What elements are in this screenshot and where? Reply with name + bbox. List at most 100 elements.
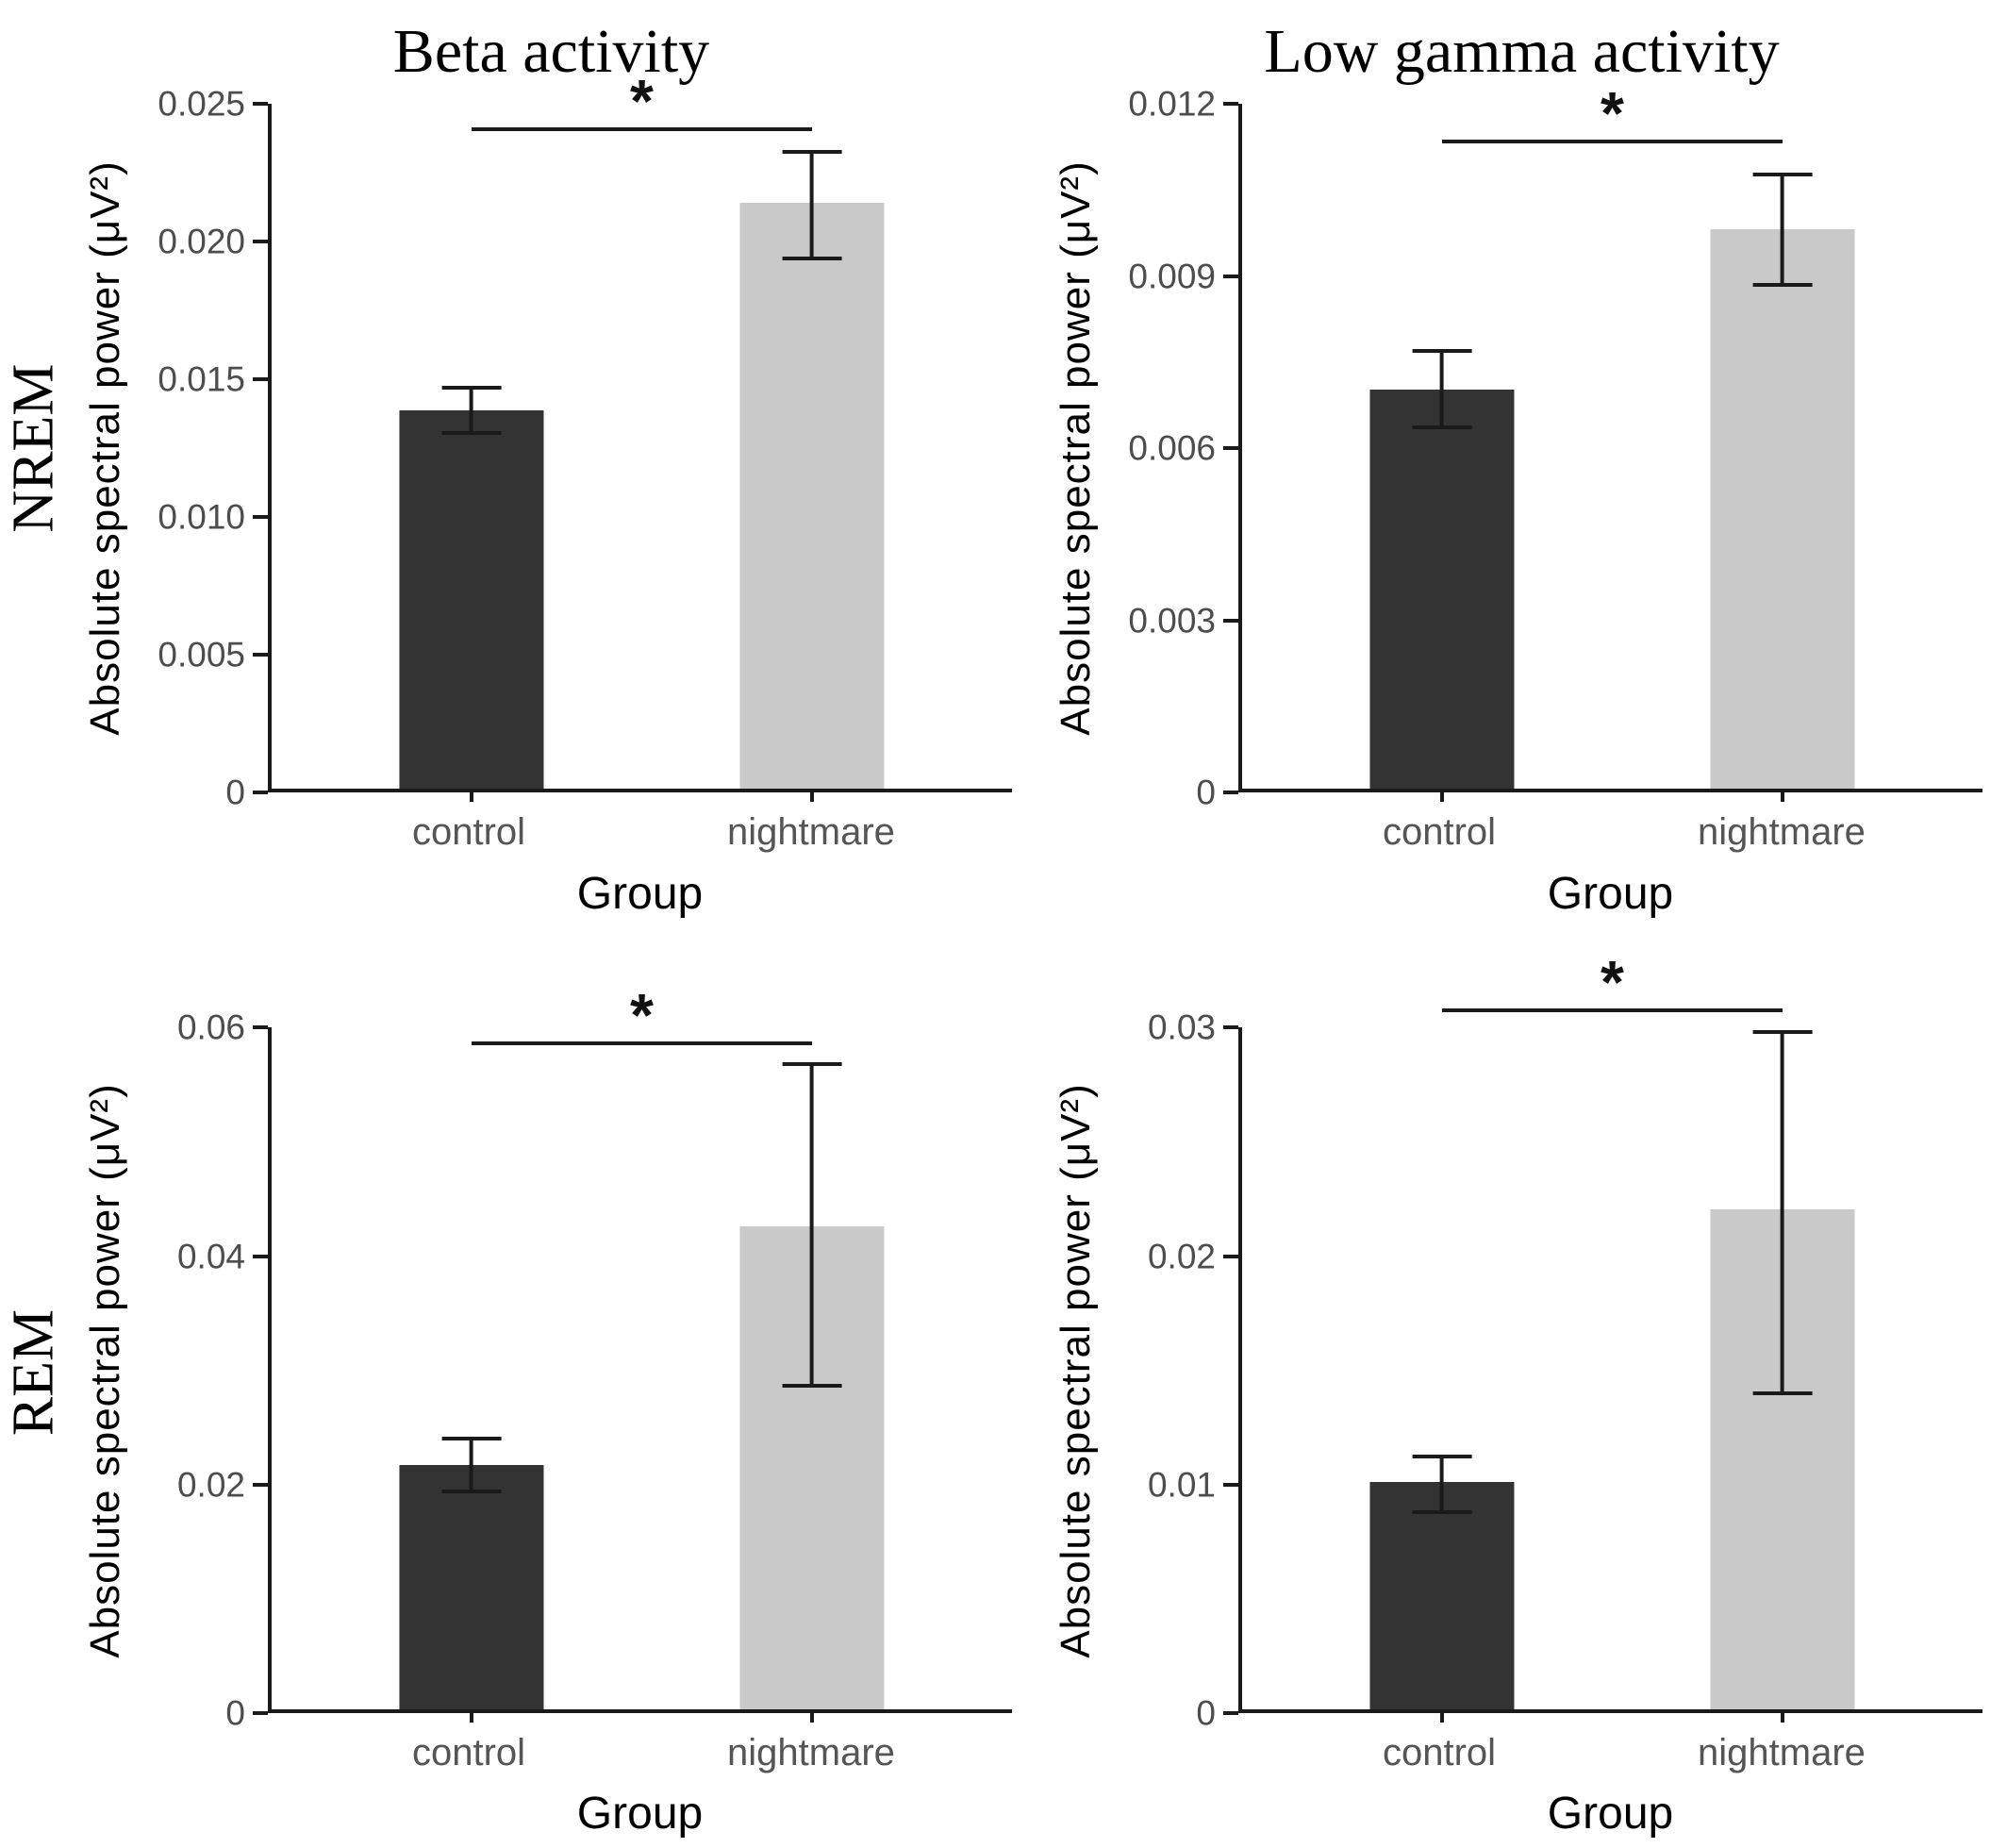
y-tick-mark (1223, 102, 1238, 106)
plot-area: * (268, 985, 1012, 1723)
y-tick-label: 0.005 (158, 635, 245, 674)
category-label-control: control (1382, 1731, 1497, 1773)
category-label-nightmare: nightmare (1698, 1731, 1866, 1773)
y-tick-label: 0 (1196, 773, 1216, 812)
error-bar-nightmare (1752, 172, 1813, 287)
y-tick-mark (253, 240, 268, 243)
y-tick-label: 0 (1196, 1693, 1216, 1733)
category-label-nightmare: nightmare (727, 811, 895, 853)
x-tick-mark (1781, 789, 1785, 802)
bar-control (1369, 389, 1515, 789)
category-label-control: control (411, 811, 526, 853)
y-tick-label: 0.06 (176, 1007, 245, 1047)
y-axis-ticks: 0 0.005 0.010 0.015 0.020 0.025 (145, 87, 268, 810)
y-axis-label: Absolute spectral power (μV²) (1037, 104, 1116, 792)
error-cap-bottom (782, 256, 842, 260)
panel-body: Absolute spectral power (μV²) 0 0.01 0.02 0… (1037, 952, 2007, 1730)
error-bar-nightmare (782, 1061, 842, 1389)
error-cap-bottom (1752, 282, 1813, 287)
significance-bracket: * (1441, 952, 1783, 1012)
error-cap-bottom (1412, 1509, 1472, 1514)
significance-asterisk: * (1601, 947, 1624, 1016)
panel-rem-beta: Absolute spectral power (μV²) 0 0.02 0.04 0… (66, 934, 1037, 1848)
figure-grid: Beta activity Absolute spectral power (μ… (66, 0, 2007, 1848)
error-line (469, 386, 473, 436)
error-line (469, 1436, 473, 1493)
y-axis-ticks: 0 0.003 0.006 0.009 0.012 (1116, 87, 1238, 810)
row-label-rem-text: REM (1, 1308, 66, 1437)
x-tick-mark (810, 1708, 815, 1723)
y-axis-label: Absolute spectral power (μV²) (1037, 1027, 1116, 1712)
y-tick-label: 0.012 (1128, 84, 1216, 124)
y-tick-label: 0.003 (1128, 601, 1216, 640)
category-label-control: control (411, 1731, 526, 1773)
category-label-nightmare: nightmare (1698, 811, 1866, 853)
x-axis-title: Group (1547, 869, 1674, 919)
error-bar-control (1412, 349, 1472, 429)
y-tick-label: 0.020 (158, 222, 245, 261)
y-axis-ticks: 0 0.01 0.02 0.03 (1116, 1010, 1238, 1730)
y-tick-label: 0.02 (176, 1465, 245, 1505)
y-axis-label-text: Absolute spectral power (μV²) (1053, 160, 1099, 736)
y-tick-label: 0 (225, 773, 245, 812)
y-axis-label: Absolute spectral power (μV²) (66, 104, 145, 792)
y-axis-label-text: Absolute spectral power (μV²) (82, 1082, 128, 1658)
x-tick-mark (469, 789, 473, 802)
error-bar-control (441, 386, 502, 436)
panel-rem-low-gamma: Absolute spectral power (μV²) 0 0.01 0.02 0… (1037, 934, 2007, 1848)
y-tick-label: 0.02 (1147, 1237, 1216, 1276)
y-tick-label: 0.04 (176, 1237, 245, 1276)
y-tick-mark (1223, 1254, 1238, 1258)
row-label-nrem-text: NREM (1, 363, 66, 533)
significance-bracket: * (471, 985, 813, 1045)
x-axis-title: Group (576, 1789, 704, 1840)
category-label-nightmare: nightmare (727, 1731, 895, 1773)
x-category-labels: control nightmare (268, 1730, 1012, 1785)
bar-control (1369, 1481, 1515, 1709)
y-tick-label: 0.03 (1147, 1007, 1216, 1047)
plot-area: * (1238, 952, 1982, 1723)
x-tick-mark (810, 789, 815, 802)
bar-control (399, 1464, 544, 1709)
bar-nightmare (739, 202, 885, 789)
error-bar-nightmare (782, 150, 842, 260)
x-tick-mark (1439, 789, 1444, 802)
y-tick-label: 0.015 (158, 359, 245, 399)
plot-area: * (268, 71, 1012, 802)
error-line (1781, 172, 1785, 287)
error-cap-bottom (441, 431, 502, 436)
error-line (1781, 1029, 1785, 1396)
y-tick-mark (253, 1710, 268, 1715)
category-label-control: control (1382, 811, 1497, 853)
y-tick-label: 0.006 (1128, 428, 1216, 468)
x-category-labels: control nightmare (268, 809, 1012, 864)
error-bar-control (1412, 1455, 1472, 1514)
error-cap-bottom (1412, 425, 1472, 429)
error-line (1439, 1455, 1444, 1514)
y-axis-label: Absolute spectral power (μV²) (66, 1027, 145, 1712)
error-line (810, 150, 815, 260)
significance-bracket: * (471, 71, 813, 132)
significance-asterisk: * (630, 67, 654, 136)
x-tick-mark (1781, 1708, 1785, 1723)
y-tick-mark (253, 377, 268, 381)
y-axis-ticks: 0 0.02 0.04 0.06 (145, 1010, 268, 1730)
panel-title-beta: Beta activity (392, 17, 710, 86)
error-cap-bottom (782, 1384, 842, 1389)
error-bar-nightmare (1752, 1029, 1813, 1396)
x-tick-mark (1439, 1708, 1444, 1723)
bar-control (399, 410, 544, 789)
panel-body: Absolute spectral power (μV²) 0 0.005 0.01… (66, 71, 1037, 810)
significance-asterisk: * (630, 980, 654, 1049)
y-tick-mark (253, 102, 268, 106)
error-cap-bottom (441, 1489, 502, 1493)
y-axis-label-text: Absolute spectral power (μV²) (1053, 1082, 1099, 1658)
x-tick-mark (469, 1708, 473, 1723)
x-category-labels: control nightmare (1238, 809, 1982, 864)
y-tick-mark (1223, 1710, 1238, 1715)
y-tick-label: 0.010 (158, 497, 245, 537)
x-axis-title: Group (576, 869, 704, 919)
y-tick-mark (253, 1482, 268, 1487)
panel-nrem-beta: Beta activity Absolute spectral power (μ… (66, 0, 1037, 934)
y-tick-mark (1223, 1482, 1238, 1487)
